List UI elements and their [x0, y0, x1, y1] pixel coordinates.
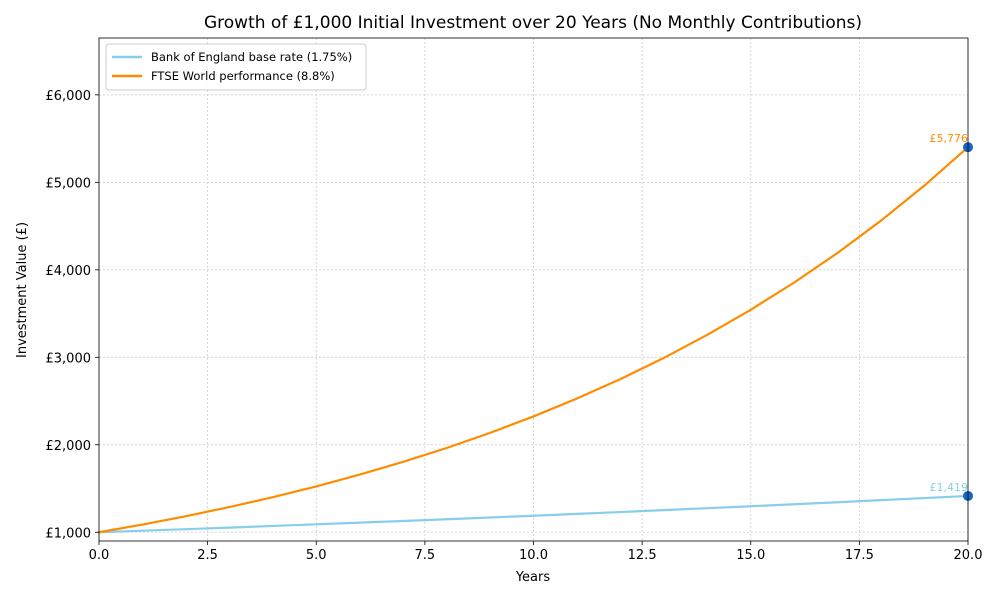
x-tick-label: 5.0	[306, 548, 327, 563]
x-tick-label: 7.5	[415, 548, 436, 563]
x-tick-label: 17.5	[845, 548, 874, 563]
x-tick-label: 0.0	[89, 548, 110, 563]
x-tick-label: 20.0	[954, 548, 983, 563]
x-axis-label: Years	[515, 570, 551, 585]
x-axis-ticks: 0.0 2.5 5.0 7.5 10.0 12.5 15.0 17.5 20.0	[89, 541, 983, 563]
legend-label-boe: Bank of England base rate (1.75%)	[151, 50, 352, 64]
y-tick-label: £5,000	[46, 176, 92, 191]
legend-label-ftse: FTSE World performance (8.8%)	[151, 69, 335, 83]
chart-title: Growth of £1,000 Initial Investment over…	[204, 13, 862, 33]
y-tick-label: £3,000	[46, 351, 92, 366]
y-axis-ticks: £1,000 £2,000 £3,000 £4,000 £5,000 £6,000	[46, 89, 99, 541]
series-lines	[97, 146, 970, 534]
legend-box	[105, 43, 367, 91]
y-axis-label: Investment Value (£)	[15, 222, 30, 358]
y-tick-label: £1,000	[46, 526, 92, 541]
x-tick-label: 2.5	[197, 548, 218, 563]
legend: Bank of England base rate (1.75%) FTSE W…	[105, 43, 367, 91]
y-tick-label: £2,000	[46, 439, 92, 454]
y-tick-label: £6,000	[46, 89, 92, 104]
series-line-1	[97, 146, 970, 534]
grid	[98, 38, 969, 541]
x-tick-label: 10.0	[519, 548, 548, 563]
x-tick-label: 15.0	[736, 548, 765, 563]
y-tick-label: £4,000	[46, 264, 92, 279]
x-tick-label: 12.5	[628, 548, 657, 563]
series-line-0	[97, 494, 970, 534]
end-label-ftse: £5,776	[930, 132, 969, 145]
end-label-boe: £1,419	[930, 481, 969, 494]
